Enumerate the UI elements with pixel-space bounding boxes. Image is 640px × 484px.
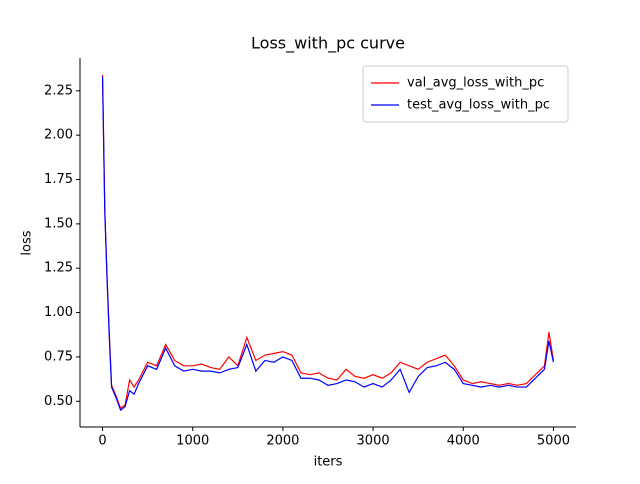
x-tick-label: 3000 <box>357 434 390 449</box>
x-tick-label: 4000 <box>447 434 480 449</box>
y-tick-label: 1.00 <box>44 305 73 320</box>
y-tick-label: 2.25 <box>44 83 73 98</box>
y-tick-label: 2.00 <box>44 128 73 143</box>
y-tick-label: 0.75 <box>44 349 73 364</box>
x-axis-label: iters <box>314 455 343 470</box>
legend-label: val_avg_loss_with_pc <box>407 76 544 91</box>
y-tick-label: 1.50 <box>44 216 73 231</box>
y-axis-label: loss <box>20 230 35 255</box>
y-tick-label: 1.75 <box>44 172 73 187</box>
x-tick-label: 2000 <box>266 434 299 449</box>
y-tick-label: 1.25 <box>44 261 73 276</box>
chart-title: Loss_with_pc curve <box>251 34 405 54</box>
line <box>101 76 555 412</box>
y-tick-label: 0.50 <box>44 394 73 409</box>
x-tick-label: 0 <box>98 434 106 449</box>
line <box>101 74 555 410</box>
legend-label: test_avg_loss_with_pc <box>407 98 550 113</box>
legend-box <box>362 65 569 123</box>
x-tick-label: 5000 <box>537 434 570 449</box>
x-tick-label: 1000 <box>176 434 209 449</box>
